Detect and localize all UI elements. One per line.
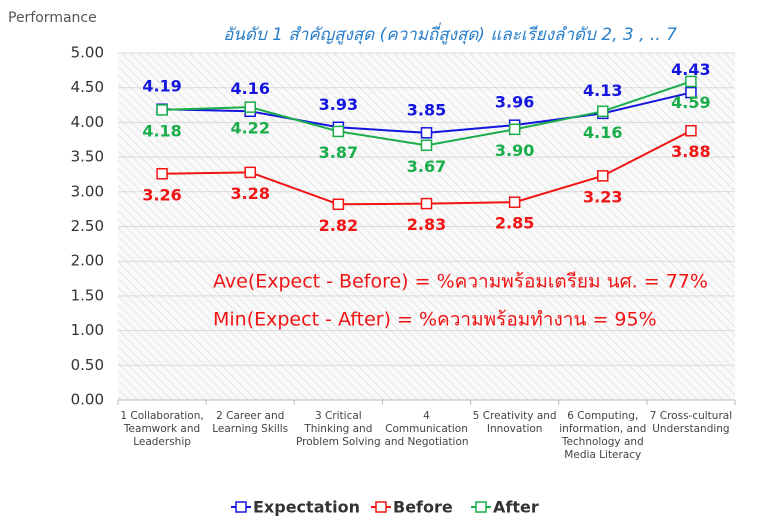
marker bbox=[332, 125, 345, 138]
y-tick-label: 5.00 bbox=[71, 44, 104, 62]
y-tick-label: 0.50 bbox=[71, 356, 104, 374]
data-label: 4.19 bbox=[142, 77, 181, 96]
marker bbox=[508, 196, 521, 208]
marker bbox=[156, 104, 168, 116]
marker bbox=[597, 105, 609, 118]
data-label: 3.96 bbox=[495, 93, 534, 112]
x-tick-label: 4 Communication and Negotiation bbox=[384, 410, 469, 448]
legend-label: Before bbox=[393, 498, 453, 517]
data-label: 3.87 bbox=[319, 143, 358, 162]
y-tick-label: 4.50 bbox=[71, 78, 104, 96]
x-tick-label: 7 Cross-cultural Understanding bbox=[649, 410, 733, 435]
data-label: 4.16 bbox=[230, 79, 269, 98]
data-label: 2.82 bbox=[319, 216, 358, 235]
marker bbox=[156, 168, 168, 180]
marker bbox=[420, 127, 433, 139]
marker bbox=[685, 75, 697, 88]
data-label: 3.85 bbox=[407, 100, 446, 119]
x-tick-label: 1 Collaboration, Teamwork and Leadership bbox=[120, 410, 204, 448]
legend-marker bbox=[235, 501, 247, 513]
data-label: 2.85 bbox=[495, 214, 534, 233]
x-tick-label: 6 Computing, information, and Technology… bbox=[559, 410, 647, 461]
data-label: 4.16 bbox=[583, 123, 622, 142]
annotation: Ave(Expect - Before) = %ความพร้อมเตรียม … bbox=[213, 271, 708, 293]
y-tick-label: 3.50 bbox=[71, 148, 104, 166]
x-tick-label: 2 Career and Learning Skills bbox=[212, 410, 289, 435]
y-axis-label: Performance bbox=[8, 10, 97, 26]
legend-marker bbox=[475, 501, 487, 513]
y-tick-label: 4.00 bbox=[71, 113, 104, 131]
y-tick-label: 2.50 bbox=[71, 217, 104, 235]
y-tick-label: 1.50 bbox=[71, 286, 104, 304]
chart-title: อันดับ 1 สำคัญสูงสุด (ความถี่สูงสุด) และ… bbox=[223, 22, 677, 45]
data-label: 2.83 bbox=[407, 215, 446, 234]
data-label: 3.28 bbox=[230, 184, 269, 203]
x-tick-label: 3 Critical Thinking and Problem Solving bbox=[295, 410, 381, 448]
legend-label: After bbox=[493, 498, 539, 517]
marker bbox=[597, 170, 609, 182]
marker bbox=[508, 123, 521, 136]
data-label: 4.59 bbox=[671, 93, 710, 112]
data-label: 4.22 bbox=[230, 119, 269, 138]
y-tick-label: 3.00 bbox=[71, 182, 104, 200]
marker bbox=[244, 101, 256, 113]
data-label: 3.93 bbox=[319, 95, 358, 114]
x-tick-label: 5 Creativity and Innovation bbox=[472, 410, 557, 435]
y-tick-label: 2.00 bbox=[71, 252, 104, 270]
data-label: 3.67 bbox=[407, 157, 446, 176]
y-tick-label: 0.00 bbox=[71, 391, 104, 409]
data-label: 4.43 bbox=[671, 60, 710, 79]
marker bbox=[420, 197, 433, 210]
data-label: 3.88 bbox=[671, 142, 710, 161]
marker bbox=[332, 198, 345, 211]
data-label: 4.18 bbox=[142, 121, 181, 140]
marker bbox=[420, 139, 433, 152]
legend-label: Expectation bbox=[253, 498, 360, 517]
marker bbox=[244, 166, 256, 179]
data-label: 3.26 bbox=[142, 185, 181, 204]
data-label: 3.90 bbox=[495, 141, 534, 160]
annotation: Min(Expect - After) = %ความพร้อมทำงาน = … bbox=[213, 309, 657, 331]
marker bbox=[685, 124, 697, 137]
data-label: 3.23 bbox=[583, 187, 622, 206]
data-label: 4.13 bbox=[583, 81, 622, 100]
marker bbox=[685, 86, 697, 99]
legend-marker bbox=[375, 501, 387, 513]
y-tick-label: 1.00 bbox=[71, 321, 104, 339]
